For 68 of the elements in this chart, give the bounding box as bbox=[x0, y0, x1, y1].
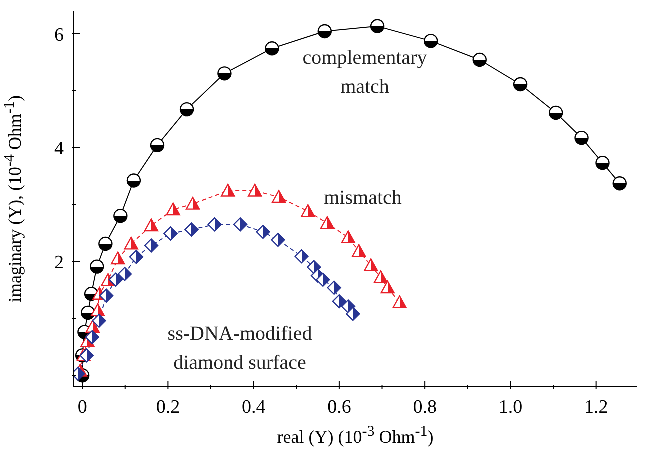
point bbox=[166, 202, 180, 216]
x-tick-label: 0.6 bbox=[328, 397, 352, 418]
point bbox=[111, 252, 126, 265]
point bbox=[99, 288, 114, 303]
x-tick-label: 0.4 bbox=[242, 397, 266, 418]
point bbox=[164, 226, 178, 241]
y-tick-label: 4 bbox=[54, 138, 64, 160]
point bbox=[332, 294, 347, 309]
point bbox=[320, 216, 335, 230]
point bbox=[352, 244, 366, 258]
point bbox=[80, 348, 94, 363]
series-label: complementary match bbox=[302, 46, 428, 100]
point bbox=[184, 222, 199, 237]
point bbox=[118, 267, 132, 282]
point bbox=[150, 138, 165, 153]
point bbox=[574, 130, 589, 146]
point bbox=[346, 306, 360, 322]
point bbox=[424, 34, 438, 48]
point bbox=[129, 250, 144, 264]
x-tick-label: 0 bbox=[78, 397, 88, 418]
point bbox=[98, 236, 113, 252]
point bbox=[272, 190, 286, 204]
x-axis-title: real (Y) (10$^{-3}$ Ohm$^{-1}$) bbox=[276, 424, 435, 448]
x-tick-label: 0.8 bbox=[413, 397, 437, 418]
point bbox=[221, 184, 236, 197]
point bbox=[180, 102, 194, 117]
point bbox=[548, 106, 564, 120]
point bbox=[265, 42, 280, 56]
point bbox=[612, 176, 627, 191]
point bbox=[271, 232, 286, 248]
point bbox=[208, 218, 222, 232]
point bbox=[380, 280, 395, 294]
point bbox=[513, 77, 528, 92]
point bbox=[90, 260, 104, 274]
point bbox=[144, 218, 159, 232]
point bbox=[596, 156, 610, 170]
point bbox=[186, 197, 200, 210]
point bbox=[472, 52, 487, 68]
point bbox=[294, 249, 309, 264]
point bbox=[126, 174, 142, 188]
point bbox=[85, 330, 100, 345]
point bbox=[392, 296, 407, 308]
point bbox=[374, 270, 388, 284]
point bbox=[124, 236, 138, 250]
series-label: ss-DNA-modified diamond surface bbox=[166, 322, 314, 376]
text: 1.0 bbox=[498, 397, 523, 418]
point bbox=[114, 208, 128, 224]
point bbox=[218, 66, 232, 81]
y-tick-label: 6 bbox=[54, 24, 64, 46]
y-tick-label: 2 bbox=[54, 252, 64, 274]
point bbox=[301, 204, 316, 218]
point bbox=[90, 304, 106, 316]
point bbox=[307, 260, 322, 274]
point bbox=[318, 24, 332, 39]
point bbox=[108, 272, 124, 287]
point bbox=[256, 224, 270, 240]
point bbox=[233, 218, 248, 232]
x-tick-label: 0.2 bbox=[156, 397, 180, 418]
point bbox=[92, 314, 106, 328]
point bbox=[327, 280, 342, 295]
point bbox=[341, 230, 356, 244]
x-tick-label: 1.2 bbox=[584, 397, 608, 418]
point bbox=[248, 184, 262, 197]
point bbox=[144, 238, 159, 253]
point bbox=[364, 258, 378, 272]
series-label: mismatch bbox=[323, 186, 403, 211]
point bbox=[316, 272, 330, 287]
point bbox=[370, 19, 385, 34]
